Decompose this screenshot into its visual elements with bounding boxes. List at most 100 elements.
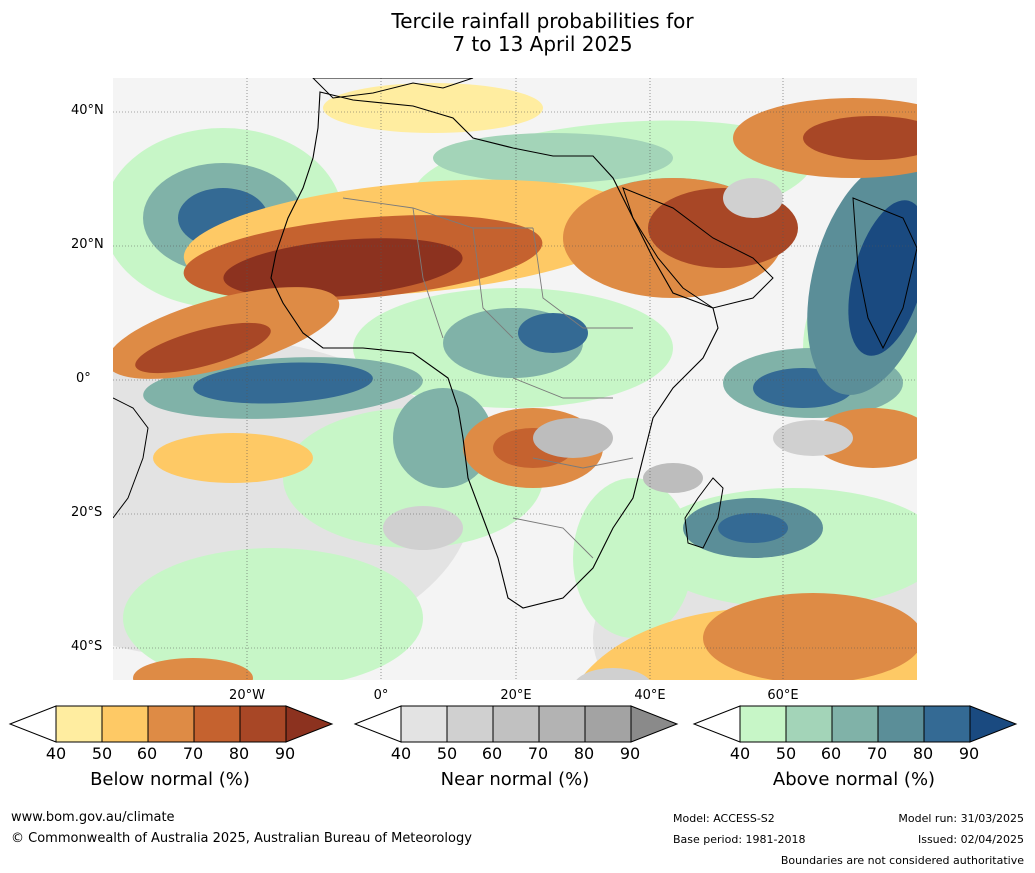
probability-patch (135, 322, 271, 374)
map-canvas (113, 78, 917, 680)
below-tick-40: 40 (45, 744, 67, 763)
colorbar-segment (101, 705, 149, 743)
south-america-coastline (113, 397, 149, 519)
probability-patch (643, 463, 703, 493)
lat-label-20s: 20°S (71, 505, 103, 520)
colorbar-segment (584, 705, 632, 743)
colorbar-segment (55, 705, 103, 743)
near-tick-60: 60 (481, 744, 503, 763)
probability-patch (153, 433, 313, 483)
colorbar-segment (446, 705, 494, 743)
colorbar-segment (239, 705, 287, 743)
map-title: Tercile rainfall probabilities for 7 to … (0, 10, 1035, 56)
title-line-1: Tercile rainfall probabilities for (391, 9, 694, 33)
probability-patch (803, 116, 917, 160)
arabia-coastline (622, 187, 774, 309)
probability-patch (193, 362, 373, 404)
below-normal-colorbar (8, 705, 334, 743)
above-tick-60: 60 (820, 744, 842, 763)
probability-patch (133, 658, 253, 680)
probability-patch (576, 668, 650, 680)
probability-patch (703, 593, 917, 680)
probability-patch (223, 238, 463, 298)
below-normal-colorbar-graphic (8, 705, 334, 743)
above-normal-colorbar (692, 705, 1018, 743)
lon-label-60e: 60°E (767, 688, 799, 703)
colorbar-segment (785, 705, 833, 743)
probability-patch (573, 478, 693, 638)
coastlines (113, 78, 917, 609)
below-tick-60: 60 (136, 744, 158, 763)
below-tick-50: 50 (91, 744, 113, 763)
colorbar-segment (923, 705, 971, 743)
probability-patch (393, 388, 493, 488)
colorbar-upper-arrow (630, 705, 679, 743)
probability-patch (773, 420, 853, 456)
website-link[interactable]: www.bom.gov.au/climate (11, 810, 175, 825)
madagascar-coastline (684, 477, 724, 549)
lat-label-20n: 20°N (71, 237, 104, 252)
country-border (412, 207, 444, 339)
colorbar-upper-arrow (285, 705, 334, 743)
colorbar-lower-arrow (353, 705, 402, 743)
country-border (512, 517, 594, 559)
near-normal-colorbar-graphic (353, 705, 679, 743)
lat-label-40s: 40°S (71, 639, 103, 654)
colorbar-segment (193, 705, 241, 743)
colorbar-segment (831, 705, 879, 743)
colorbar-segment (400, 705, 448, 743)
lon-label-20e: 20°E (500, 688, 532, 703)
title-line-2: 7 to 13 April 2025 (452, 32, 633, 56)
above-tick-70: 70 (866, 744, 888, 763)
probability-patch (533, 418, 613, 458)
probability-patch (518, 313, 588, 353)
below-tick-70: 70 (182, 744, 204, 763)
probability-patch (323, 83, 543, 133)
country-border (532, 227, 633, 329)
model-name: Model: ACCESS-S2 (673, 812, 775, 825)
country-border (512, 377, 613, 399)
issued-date: Issued: 02/04/2025 (917, 833, 1024, 846)
lon-label-40e: 40°E (634, 688, 666, 703)
below-tick-80: 80 (228, 744, 250, 763)
near-tick-40: 40 (390, 744, 412, 763)
above-tick-40: 40 (729, 744, 751, 763)
probability-patches (113, 83, 917, 680)
probability-patch (813, 408, 917, 468)
india-coastline (852, 197, 917, 350)
rainfall-probability-map (113, 78, 917, 680)
below-normal-label: Below normal (%) (90, 769, 250, 790)
copyright-text: © Commonwealth of Australia 2025, Austra… (11, 831, 472, 846)
country-border (472, 227, 514, 339)
europe-coastline (312, 78, 474, 99)
probability-patch (123, 548, 423, 680)
colorbar-segment (739, 705, 787, 743)
above-tick-80: 80 (912, 744, 934, 763)
colorbar-segment (492, 705, 540, 743)
above-tick-50: 50 (775, 744, 797, 763)
lon-label-0: 0° (373, 688, 389, 703)
probability-patch (383, 506, 463, 550)
africa-coastline (270, 91, 719, 609)
base-period: Base period: 1981-2018 (673, 833, 806, 846)
near-tick-90: 90 (619, 744, 641, 763)
near-normal-colorbar (353, 705, 679, 743)
boundaries-note: Boundaries are not considered authoritat… (780, 854, 1024, 867)
lat-label-40n: 40°N (71, 103, 104, 118)
colorbar-upper-arrow (969, 705, 1018, 743)
below-tick-90: 90 (274, 744, 296, 763)
probability-patch (723, 178, 783, 218)
above-tick-90: 90 (958, 744, 980, 763)
colorbar-segment (538, 705, 586, 743)
colorbar-lower-arrow (8, 705, 57, 743)
lat-label-equator: 0° (76, 371, 91, 386)
country-border (532, 457, 634, 469)
above-normal-label: Above normal (%) (772, 769, 936, 790)
near-normal-label: Near normal (%) (440, 769, 590, 790)
colorbar-segment (877, 705, 925, 743)
near-tick-50: 50 (436, 744, 458, 763)
colorbar-segment (147, 705, 195, 743)
model-run: Model run: 31/03/2025 (898, 812, 1024, 825)
country-border (342, 197, 533, 229)
probability-patch (433, 133, 673, 183)
